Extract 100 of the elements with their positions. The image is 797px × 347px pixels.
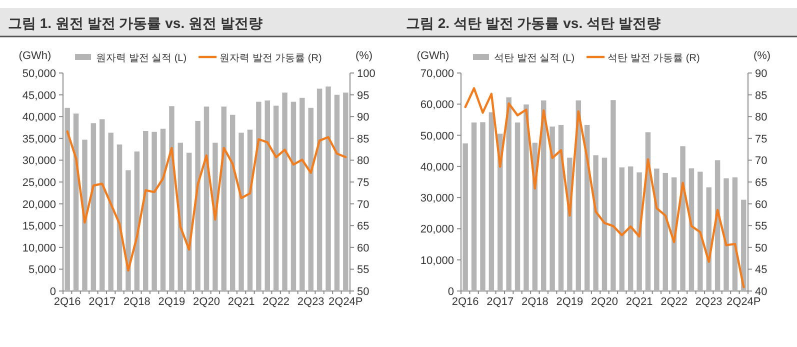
y-tick-label: 0	[50, 286, 56, 298]
bar	[741, 200, 746, 291]
bar	[488, 112, 494, 291]
bar	[143, 130, 148, 291]
x-tick-label: 2Q18	[123, 296, 150, 308]
x-tick-label: 2Q23	[297, 296, 324, 308]
bar	[247, 130, 253, 291]
legend-label: 원자력 발전 가동률 (R)	[220, 53, 322, 64]
y-tick-label: 70,000	[420, 68, 454, 80]
bar	[100, 119, 105, 291]
y2-tick-label: 85	[357, 133, 370, 146]
y2-tick-label: 45	[755, 264, 768, 276]
bar	[514, 122, 520, 291]
x-tick-label: 2Q23	[695, 296, 722, 308]
bar	[343, 92, 348, 291]
y-tick-label: 45,000	[22, 90, 56, 102]
y-axis-title: (GWh)	[416, 50, 450, 62]
x-tick-label: 2Q20	[591, 296, 618, 308]
chart-title: 그림 1. 원전 발전 가동률 vs. 원전 발전량	[8, 15, 262, 31]
legend-label: 석탄 발전 가동률 (R)	[608, 53, 700, 64]
y2-axis-title: (%)	[355, 50, 373, 62]
y-tick-label: 15,000	[22, 220, 56, 233]
bar	[195, 120, 200, 291]
y2-tick-label: 80	[755, 112, 768, 124]
bar	[64, 108, 70, 291]
y2-tick-label: 40	[755, 286, 768, 298]
y-tick-label: 10,000	[22, 242, 56, 254]
x-tick-label: 2Q17	[88, 296, 116, 308]
bar	[334, 94, 340, 291]
y2-tick-label: 100	[357, 68, 376, 80]
legend-label: 원자력 발전 실적 (L)	[96, 53, 187, 64]
x-tick-label: 2Q24P	[328, 296, 363, 308]
bar	[558, 125, 564, 291]
y2-tick-label: 55	[755, 220, 768, 233]
x-tick-label: 2Q21	[626, 296, 653, 308]
y-tick-label: 50,000	[22, 68, 56, 80]
chart-title: 그림 2. 석탄 발전 가동률 vs. 석탄 발전량	[406, 15, 660, 31]
y-tick-label: 40,000	[22, 112, 56, 124]
bar	[550, 126, 555, 291]
bar	[654, 168, 660, 291]
bar	[282, 92, 288, 291]
y2-tick-label: 90	[755, 68, 768, 80]
bar	[204, 106, 210, 291]
bar	[628, 166, 634, 291]
y2-tick-label: 55	[357, 264, 370, 276]
x-tick-label: 2Q21	[228, 296, 255, 308]
x-tick-label: 2Q17	[486, 296, 514, 308]
y-tick-label: 50,000	[420, 130, 454, 142]
bar	[524, 104, 529, 291]
y-tick-label: 40,000	[420, 161, 454, 174]
y-tick-label: 30,000	[420, 192, 454, 205]
x-tick-label: 2Q19	[158, 296, 186, 308]
y-tick-label: 20,000	[22, 198, 56, 211]
y2-tick-label: 90	[357, 112, 370, 124]
y2-tick-label: 85	[755, 90, 768, 102]
bar	[152, 132, 157, 291]
bar	[462, 143, 468, 291]
x-tick-label: 2Q18	[521, 296, 548, 308]
bar	[290, 102, 296, 291]
bar	[90, 123, 96, 291]
bar	[238, 132, 244, 291]
bar	[662, 172, 668, 291]
y2-axis-title: (%)	[753, 50, 771, 62]
bar	[602, 158, 608, 291]
bar	[593, 155, 598, 291]
bar	[480, 122, 486, 291]
bar	[610, 100, 616, 291]
y-tick-label: 60,000	[420, 99, 454, 112]
bar	[471, 122, 477, 291]
bar	[82, 140, 88, 291]
x-tick-label: 2Q16	[54, 296, 81, 308]
line-series	[66, 130, 347, 272]
x-tick-label: 2Q22	[262, 296, 290, 308]
bar	[169, 106, 174, 291]
x-tick-label: 2Q19	[556, 296, 584, 308]
x-tick-label: 2Q20	[193, 296, 220, 308]
y2-tick-label: 50	[357, 286, 370, 298]
bar	[698, 172, 703, 291]
bar	[160, 128, 166, 291]
bar	[300, 98, 305, 291]
y2-tick-label: 60	[357, 242, 370, 254]
legend-label: 석탄 발전 실적 (L)	[494, 53, 575, 64]
bar	[680, 146, 686, 291]
y2-tick-label: 70	[755, 155, 768, 168]
bar	[256, 102, 262, 291]
bar	[273, 106, 279, 291]
x-tick-label: 2Q22	[660, 296, 688, 308]
y2-tick-label: 50	[755, 242, 768, 254]
y2-tick-label: 60	[755, 198, 768, 211]
bar	[732, 177, 738, 291]
bar	[308, 108, 314, 291]
y2-tick-label: 95	[357, 90, 370, 102]
bar	[116, 144, 122, 291]
y2-tick-label: 75	[357, 177, 370, 189]
y-tick-label: 30,000	[22, 155, 56, 168]
x-tick-label: 2Q24P	[726, 296, 761, 308]
y-axis-title: (GWh)	[18, 50, 52, 62]
line-series	[464, 87, 745, 288]
y-tick-label: 0	[448, 286, 454, 298]
y2-tick-label: 65	[755, 177, 768, 189]
